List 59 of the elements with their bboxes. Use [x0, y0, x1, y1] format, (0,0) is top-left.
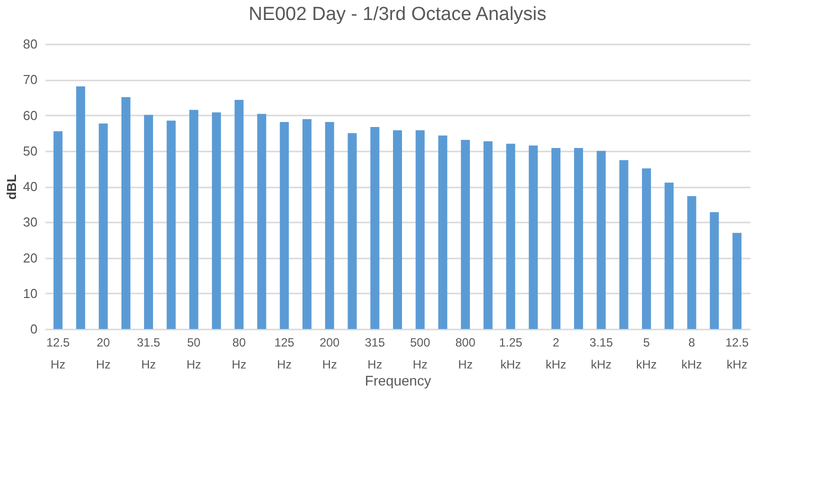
- bar: [325, 122, 334, 329]
- bar: [528, 146, 538, 329]
- y-tick-label: 30: [23, 214, 38, 230]
- y-tick-label: 60: [23, 108, 38, 123]
- x-tick-label: 315 Hz: [364, 336, 386, 372]
- bar: [506, 144, 516, 329]
- bar: [370, 127, 380, 329]
- bar: [687, 196, 696, 329]
- x-tick-label: 800 Hz: [455, 336, 476, 372]
- y-tick-label: 80: [23, 36, 38, 52]
- bar: [144, 114, 154, 329]
- x-tick-label: 5 kHz: [636, 336, 657, 372]
- bar: [664, 182, 674, 329]
- x-tick-label: 12.5 kHz: [725, 336, 749, 372]
- x-tick-label: 31.5 Hz: [136, 336, 161, 372]
- bar: [619, 160, 628, 329]
- bar: [76, 86, 86, 329]
- bar: [460, 140, 470, 329]
- bar: [302, 119, 312, 329]
- y-tick-label: 40: [23, 179, 38, 194]
- bar: [596, 150, 606, 329]
- y-tick-label: 20: [23, 250, 38, 266]
- bar: [98, 123, 108, 329]
- bar: [574, 148, 584, 329]
- bar: [166, 120, 176, 329]
- x-tick-label: 200 Hz: [320, 336, 340, 372]
- bar: [54, 131, 63, 329]
- y-tick-label: 10: [23, 286, 38, 301]
- x-tick-label: 20 Hz: [96, 336, 111, 372]
- bar: [393, 130, 402, 329]
- bar: [642, 168, 651, 329]
- x-tick-label: 3.15 kHz: [590, 336, 614, 372]
- bar: [280, 122, 289, 329]
- bar: [710, 212, 719, 329]
- bar: [416, 130, 425, 329]
- bar: [348, 133, 357, 329]
- bar: [438, 136, 448, 329]
- bar: [551, 148, 560, 329]
- chart-title: NE002 Day - 1/3rd Octace Analysis: [248, 4, 546, 25]
- x-axis-title: Frequency: [364, 372, 432, 388]
- bar: [234, 100, 244, 329]
- x-tick-label: 8 kHz: [681, 336, 702, 372]
- x-tick-label: 50 Hz: [186, 336, 202, 372]
- y-axis-title: dBL: [4, 174, 20, 200]
- x-tick-label: 1.25 kHz: [498, 336, 523, 372]
- bar: [212, 112, 221, 329]
- bar: [121, 97, 130, 329]
- bar: [189, 110, 198, 329]
- bar: [484, 141, 493, 329]
- x-tick-label: 2 kHz: [546, 336, 566, 372]
- x-tick-label: 125 Hz: [274, 336, 295, 372]
- y-tick-label: 0: [30, 322, 38, 336]
- bar: [257, 114, 266, 329]
- y-tick-label: 70: [23, 72, 38, 88]
- x-tick-label: 500 Hz: [410, 336, 430, 372]
- bar: [732, 232, 742, 329]
- x-tick-label: 80 Hz: [232, 336, 246, 372]
- y-tick-label: 50: [23, 143, 38, 158]
- x-tick-label: 12.5 Hz: [46, 336, 70, 372]
